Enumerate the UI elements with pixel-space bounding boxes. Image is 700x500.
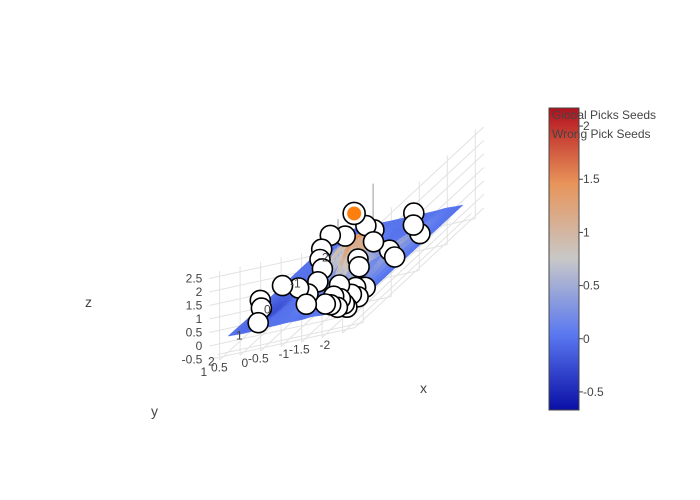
colorbar-tick-label: 0.5 [583,279,600,293]
colorbar-tick-label: 1.5 [583,172,600,186]
z-axis-title: z [85,294,92,310]
colorbar-tick-label: 2 [583,119,590,133]
z-tick-labels: -0.500.511.522.5 [182,272,203,367]
wrong-pick-seed-marker[interactable] [271,274,294,297]
x-tick-label: 0 [264,303,271,317]
colorbar-tick-label: -0.5 [583,385,604,399]
x-tick-label: 2 [208,355,215,369]
wrong-pick-seed-marker[interactable] [348,255,370,278]
y-tick-label: 0 [242,356,249,370]
surface-patch [227,332,235,337]
y-tick-label: -1.5 [289,342,310,356]
x-axis-title: x [420,380,427,396]
legend-global-picks[interactable]: Global Picks Seeds [552,108,656,122]
x-tick-label: -1 [290,277,301,291]
wrong-pick-seed-marker[interactable] [383,246,406,268]
gridline-y [342,213,472,334]
global-pick-seed-marker[interactable] [347,206,362,221]
y-axis-title: y [151,403,158,419]
wrong-pick-seed-marker[interactable] [402,214,425,236]
z-tick-label: 1.5 [186,299,203,313]
x-tick-labels: -2 -1 0 1 2 [208,251,329,369]
colorbar-tick-label: 1 [583,225,590,239]
gridline-x [217,322,364,355]
wrong-pick-seed-marker[interactable] [247,311,270,334]
z-tick-label: -0.5 [182,353,203,367]
x-tick-label: -2 [318,251,329,265]
colorbar-tick-label: 0 [583,332,590,346]
y-tick-label: -1 [279,347,290,361]
z-tick-label: 2.5 [186,272,203,286]
gridline-z [209,327,356,361]
y-tick-label: -0.5 [248,351,269,365]
wrong-pick-seed-marker[interactable] [295,293,318,316]
gridline-z [209,313,356,347]
y-tick-label: 1 [201,365,208,379]
colorbar [548,107,580,411]
markers [247,201,431,334]
y-tick-label: -2 [320,338,331,352]
legend-wrong-picks[interactable]: Wrong Pick Seeds [552,127,651,141]
wrong-pick-seed-marker[interactable] [362,231,385,253]
z-tick-label: 1 [196,312,203,326]
z-tick-label: 0 [196,339,203,353]
z-tick-label: 2 [196,285,203,299]
z-tick-label: 0.5 [186,326,203,340]
x-tick-label: 1 [236,329,243,343]
colorbar-tick-labels: 2 1.5 1 0.5 0 -0.5 [579,119,604,399]
y-tick-label: 0.5 [211,360,228,374]
y-tick-labels: -2 -1.5-1 -0.50 0.51 [201,338,331,379]
